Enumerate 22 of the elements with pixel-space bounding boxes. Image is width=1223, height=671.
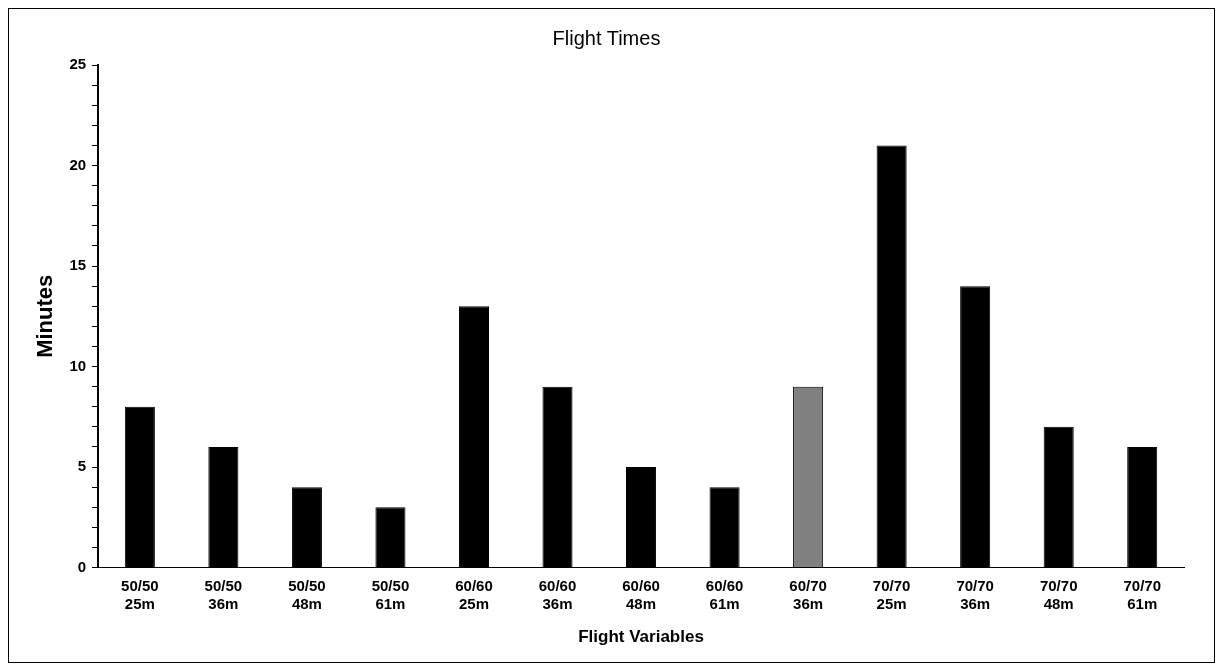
x-tick-label: 60/60 25m xyxy=(455,576,493,612)
x-tick-label: 70/70 61m xyxy=(1123,576,1162,612)
x-tick-label: 50/50 61m xyxy=(371,576,410,612)
y-tick-label: 10 xyxy=(69,356,87,374)
x-tick-label: 60/60 61m xyxy=(705,576,744,612)
y-tick-label: 15 xyxy=(69,256,87,274)
y-tick-label: 0 xyxy=(77,557,87,575)
x-tick-label: 70/70 36m xyxy=(956,576,994,612)
x-tick-label: 50/50 36m xyxy=(204,576,243,612)
y-tick-label: 25 xyxy=(69,55,87,73)
x-axis-title: Flight Variables xyxy=(578,627,704,647)
y-tick-label: 20 xyxy=(69,155,87,173)
x-tick-label: 50/50 25m xyxy=(121,576,159,612)
x-tick-label: 70/70 25m xyxy=(872,576,911,612)
x-tick-label: 70/70 48m xyxy=(1039,576,1078,612)
x-tick-label: 50/50 48m xyxy=(288,576,326,612)
chart-title: Flight Times xyxy=(552,26,661,49)
x-tick-label: 60/60 48m xyxy=(622,576,660,612)
x-tick-label: 60/60 36m xyxy=(538,576,577,612)
y-axis-title: Minutes xyxy=(32,274,58,358)
y-tick-label: 5 xyxy=(77,457,87,475)
x-tick-label: 60/70 36m xyxy=(789,576,827,612)
